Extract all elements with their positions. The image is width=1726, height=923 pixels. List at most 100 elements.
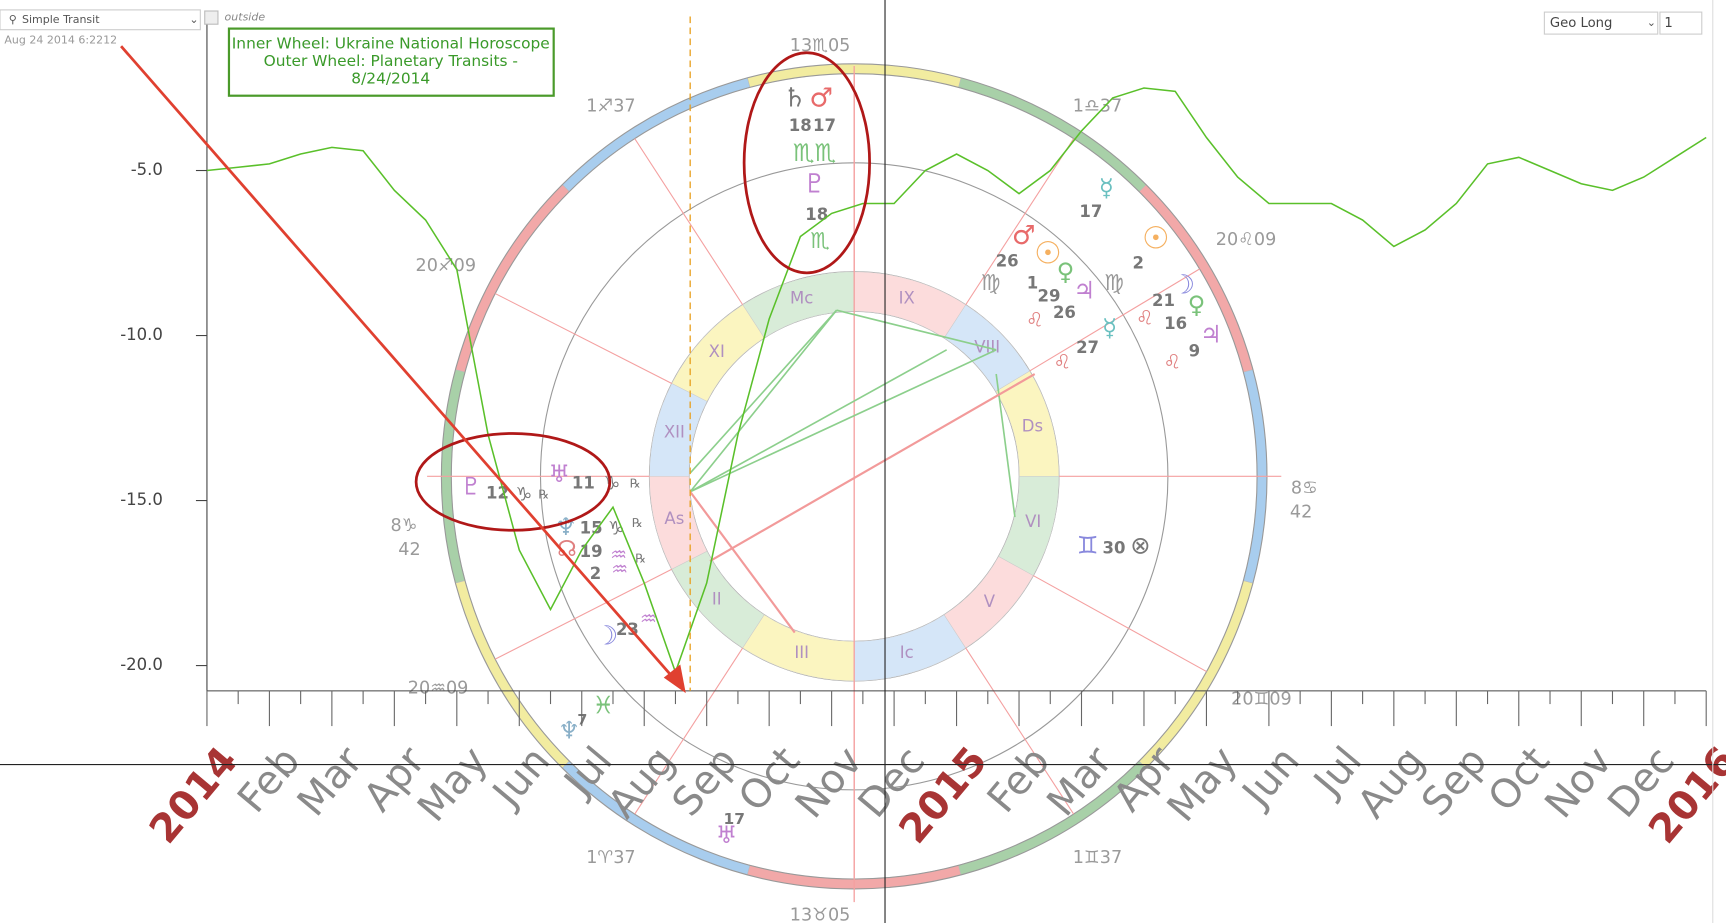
glyph: ♇	[460, 472, 482, 500]
degree-label: 20♐09	[416, 256, 477, 276]
glyph: ♌	[1136, 307, 1154, 330]
aspect-line	[689, 491, 796, 634]
glyph: 11	[572, 474, 595, 493]
datetime: Aug 24 2014 6:2212	[4, 34, 117, 47]
mode-select[interactable]	[0, 9, 201, 31]
coordinate-select[interactable]	[1543, 11, 1659, 35]
info-box	[227, 27, 555, 97]
glyph: ☉	[1142, 220, 1170, 256]
house-label: As	[664, 509, 684, 528]
glyph: ☿	[1102, 314, 1117, 342]
aspect-line	[689, 309, 838, 493]
aspect-line	[709, 373, 1036, 563]
glyph: ♏♏	[793, 139, 836, 167]
mode-label: Simple Transit	[22, 13, 100, 26]
house-label: XI	[709, 342, 725, 361]
glyph: ♒	[610, 545, 627, 566]
arrow-line	[120, 45, 679, 683]
info-line: Inner Wheel: Ukraine National Horoscope	[232, 35, 550, 53]
degree-label: 8♑	[390, 516, 417, 536]
glyph: 26	[996, 251, 1019, 270]
glyph: 2	[590, 564, 601, 583]
glyph: ♂	[1012, 220, 1036, 251]
highlight-ellipse	[742, 51, 871, 275]
y-tick-label: -15.0	[120, 490, 163, 509]
aspect-line	[689, 309, 838, 474]
glyph: 17	[1079, 202, 1102, 221]
degree-label: 8♋	[1291, 478, 1318, 498]
house-cusp	[965, 647, 1075, 815]
glyph: 18	[789, 116, 812, 135]
chart-wheel: DsVIIIIXMcXIXIIAsIIIIIIcVVI13♏051♐371♎37…	[390, 36, 1317, 923]
highlight-ellipse	[414, 432, 612, 532]
house-label: Ds	[1022, 416, 1043, 435]
house-cusp	[494, 293, 673, 384]
house-cusp	[634, 647, 744, 815]
mode-icon: ⚲	[9, 13, 17, 26]
glyph: 16	[1164, 314, 1187, 333]
house-label: IX	[899, 289, 915, 308]
degree-label: 1♊37	[1073, 848, 1122, 868]
degree-label: 42	[1290, 503, 1312, 523]
glyph: 1	[1027, 273, 1038, 292]
glyph: 9	[1189, 342, 1200, 361]
step-input[interactable]	[1659, 11, 1703, 35]
glyph: ♂	[809, 83, 833, 114]
house-segment	[998, 476, 1060, 576]
house-label: Ic	[900, 643, 914, 662]
glyph: ♒	[611, 559, 628, 580]
glyph: ℞	[538, 488, 549, 502]
dropdown-arrow: ⌄	[189, 13, 198, 26]
degree-label: 20♌09	[1216, 230, 1277, 250]
degree-label: 1♈37	[586, 848, 635, 868]
glyph: ♓	[592, 691, 614, 719]
y-tick-label: -10.0	[120, 325, 163, 344]
glyph: ♅	[548, 460, 570, 488]
glyph: 17	[813, 116, 836, 135]
degree-label: 20♊09	[1231, 690, 1292, 710]
glyph: ♀	[1188, 291, 1206, 319]
glyph: 26	[1053, 303, 1076, 322]
dropdown-arrow: ⌄	[1647, 16, 1656, 29]
coordinate-label: Geo Long	[1550, 16, 1613, 31]
glyph: 2	[1132, 254, 1143, 273]
step-value: 1	[1664, 16, 1672, 31]
house-label: III	[794, 643, 809, 662]
glyph: ♆	[558, 717, 580, 745]
glyph: 30	[1102, 538, 1125, 557]
glyph: ♄	[783, 83, 807, 114]
degree-label: 42	[398, 540, 420, 560]
degree-label: 20♒09	[408, 679, 469, 699]
aspect-line	[995, 373, 1016, 518]
glyph: ♌	[1163, 351, 1181, 374]
info-line: 8/24/2014	[351, 70, 430, 88]
glyph: ℞	[635, 551, 646, 565]
house-cusp	[1032, 575, 1207, 673]
glyph: 18	[805, 205, 828, 224]
glyph: ♇	[803, 168, 827, 199]
glyph: ♑	[604, 474, 621, 495]
glyph: ☽	[595, 620, 619, 651]
degree-label: 13♏05	[790, 36, 851, 56]
glyph: ♊	[1077, 532, 1099, 560]
glyph: ℞	[630, 477, 641, 491]
layer-label: outside	[225, 11, 266, 24]
glyph: ♃	[1200, 321, 1222, 349]
degree-label: 13♉05	[790, 905, 851, 923]
glyph: 29	[1038, 287, 1061, 306]
layer-icon[interactable]	[204, 10, 219, 25]
glyph: 27	[1076, 338, 1099, 357]
house-cusp	[1029, 268, 1200, 372]
glyph: ⊗	[1130, 532, 1150, 560]
glyph: ♅	[716, 821, 738, 849]
aspect-line	[836, 309, 997, 351]
house-label: V	[984, 592, 996, 611]
degree-label: 1♐37	[586, 97, 635, 117]
y-tick-label: -5.0	[131, 160, 163, 179]
y-tick-label: -20.0	[120, 655, 163, 674]
house-label: VI	[1025, 512, 1041, 531]
glyph: ℞	[632, 516, 643, 530]
house-label: Mc	[790, 289, 813, 308]
